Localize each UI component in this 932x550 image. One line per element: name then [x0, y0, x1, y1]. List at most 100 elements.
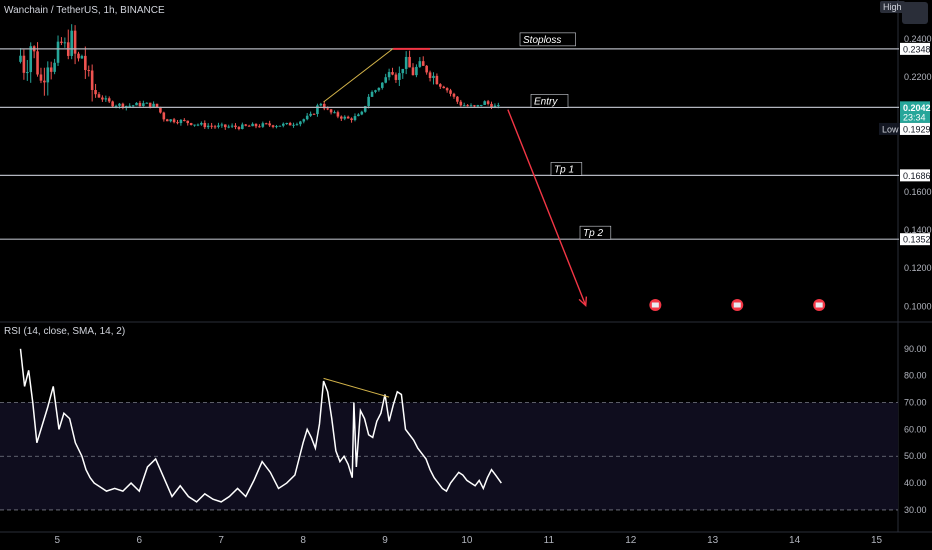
candle-body: [497, 105, 500, 107]
candle-body: [217, 125, 220, 127]
time-tick-label: 15: [871, 535, 883, 546]
candle-body: [305, 115, 309, 120]
level-tag-tp-2: Tp 2: [583, 228, 603, 239]
candle-body: [43, 80, 46, 83]
candle-body: [275, 126, 278, 128]
time-tick-label: 14: [789, 535, 801, 546]
candle-body: [493, 105, 497, 108]
price-tick-label: 0.2200: [904, 72, 932, 82]
candle-body: [435, 75, 439, 85]
candle-body: [309, 113, 312, 116]
level-tag-tp-1: Tp 1: [554, 164, 574, 175]
candle-body: [302, 119, 306, 122]
level-tag-entry: Entry: [534, 96, 558, 107]
candle-body: [425, 65, 428, 73]
last-price-badge: [900, 101, 930, 124]
candle-body: [326, 108, 329, 110]
rsi-divergence-line: [323, 377, 390, 398]
candle-body: [237, 127, 241, 129]
candle-body: [46, 67, 50, 83]
candle-body: [473, 105, 476, 107]
candle-body: [138, 102, 142, 107]
candle-body: [456, 96, 459, 102]
candle-body: [247, 125, 251, 127]
rsi-title: RSI (14, close, SMA, 14, 2): [4, 326, 126, 337]
candle-body: [162, 112, 166, 120]
candle-body: [404, 56, 408, 69]
candle-body: [333, 112, 336, 114]
high-toggle-button[interactable]: High: [880, 1, 905, 13]
event-flag-icon-inner: [651, 302, 659, 308]
candle-body: [155, 103, 159, 107]
candle-body: [398, 73, 401, 80]
candle-body: [439, 84, 442, 87]
candle-body: [316, 105, 319, 114]
candle-body: [268, 123, 271, 126]
candle-body: [80, 55, 84, 59]
candle-body: [165, 119, 169, 122]
candle-body: [432, 75, 435, 78]
candle-body: [114, 105, 118, 107]
level-tag-box: [519, 32, 576, 47]
candle-body: [196, 124, 200, 126]
candle-body: [377, 87, 381, 91]
last-price-countdown: 23:34: [903, 112, 926, 122]
candle-body: [145, 102, 149, 104]
candle-body: [360, 111, 364, 115]
candle-body: [486, 101, 490, 104]
event-flag-icon-inner: [815, 302, 823, 308]
candle-body: [367, 96, 370, 107]
candle-body: [384, 77, 387, 83]
candle-body: [29, 46, 33, 73]
candle-body: [87, 70, 91, 72]
candle-body: [322, 103, 326, 109]
candle-body: [70, 30, 73, 56]
level-tag-stoploss: Stoploss: [523, 35, 561, 46]
candle-body: [90, 70, 94, 90]
candle-body: [415, 66, 418, 76]
candle-body: [363, 106, 367, 112]
price-tick-label: 0.1400: [904, 225, 932, 235]
toolbar-toggle-button[interactable]: [902, 2, 928, 24]
rsi-line: [19, 348, 502, 503]
rsi-tick-label: 90.00: [904, 344, 927, 354]
candle-body: [408, 56, 411, 68]
candle-body: [206, 125, 210, 128]
candle-body: [483, 101, 486, 105]
candle-body: [241, 124, 244, 129]
level-tag-box: [550, 162, 583, 176]
level-value-badge: [900, 169, 930, 182]
candle-body: [469, 105, 473, 107]
candle-body: [244, 124, 248, 126]
candle-body: [200, 122, 203, 125]
candle-body: [319, 103, 323, 106]
time-tick-label: 11: [544, 535, 555, 546]
time-tick-label: 9: [382, 535, 388, 546]
rsi-tick-label: 80.00: [904, 371, 927, 381]
rsi-tick-label: 50.00: [904, 451, 927, 461]
candle-body: [169, 119, 172, 122]
candle-body: [128, 105, 132, 107]
candle-body: [22, 55, 26, 73]
symbol-title: Wanchain / TetherUS, 1h, BINANCE: [4, 5, 165, 16]
candle-body: [73, 30, 77, 54]
candle-body: [292, 124, 295, 126]
candle-body: [295, 124, 299, 126]
candle-body: [142, 103, 145, 107]
candle-body: [264, 123, 268, 125]
candle-body: [258, 126, 261, 128]
candle-body: [159, 106, 162, 113]
candle-body: [353, 116, 357, 121]
rsi-pane: [0, 348, 898, 511]
candle-body: [186, 120, 190, 124]
low-label: Low: [882, 124, 899, 134]
divergence-line: [323, 48, 394, 103]
candle-body: [449, 90, 452, 94]
time-tick-label: 12: [625, 535, 637, 546]
candle-body: [445, 88, 449, 91]
candle-body: [288, 123, 292, 126]
projection-arrow-head: [578, 296, 588, 307]
candle-body: [428, 72, 432, 78]
candle-body: [213, 126, 217, 128]
